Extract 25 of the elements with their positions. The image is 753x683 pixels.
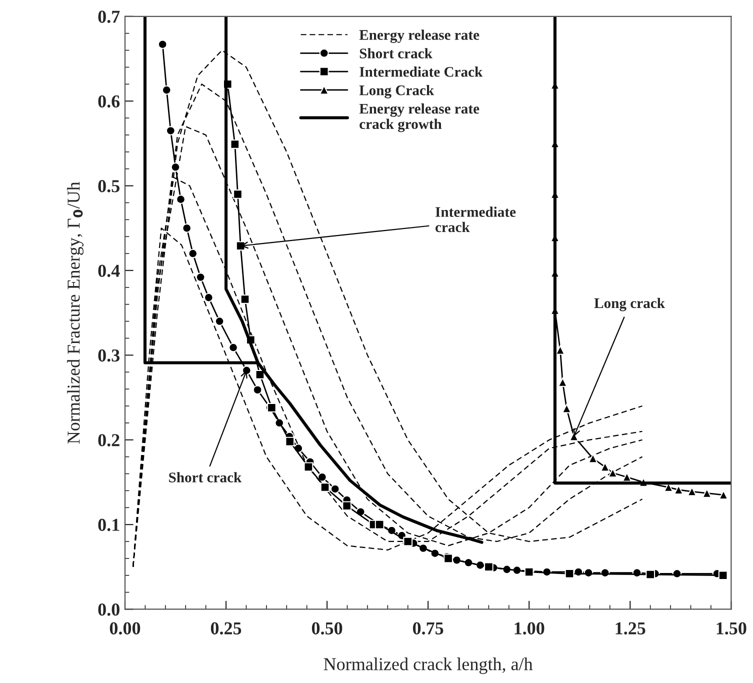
legend-label: Energy release rate	[359, 30, 480, 43]
x-tick-label: 1.50	[716, 622, 746, 635]
annotation: Long crack	[594, 298, 665, 312]
x-tick-label: 0.00	[110, 622, 140, 635]
y-tick-label: 0.1	[98, 518, 120, 532]
x-axis-title: Normalized crack length, a/h	[324, 658, 533, 674]
x-tick-label: 1.25	[616, 622, 646, 635]
legend-label: Intermediate Crack	[360, 66, 483, 77]
legend-label: Short crack	[360, 48, 432, 58]
y-tick-label: 0.3	[98, 349, 120, 362]
x-tick-label: 1.00	[514, 622, 544, 635]
y-tick-label: 0.2	[98, 434, 120, 446]
legend-label: Long Crack	[359, 84, 434, 98]
x-tick-label: 0.75	[412, 622, 444, 635]
x-tick-label: 0.25	[210, 622, 242, 635]
y-tick-label: 0.4	[98, 264, 120, 277]
annotation: Intermediate crack	[436, 206, 516, 232]
y-tick-label: 0.7	[98, 10, 120, 23]
legend-label: Energy release rate crack growth	[359, 103, 480, 132]
y-axis-title: Normalized Fracture Energy, Γ$_{0}$/Uh	[67, 182, 84, 444]
annotation: Short crack	[169, 472, 242, 482]
y-tick-label: 0.5	[98, 180, 120, 192]
y-tick-label: 0.6	[98, 95, 120, 108]
x-tick-label: 0.50	[312, 622, 342, 635]
y-tick-label: 0.0	[98, 603, 120, 616]
